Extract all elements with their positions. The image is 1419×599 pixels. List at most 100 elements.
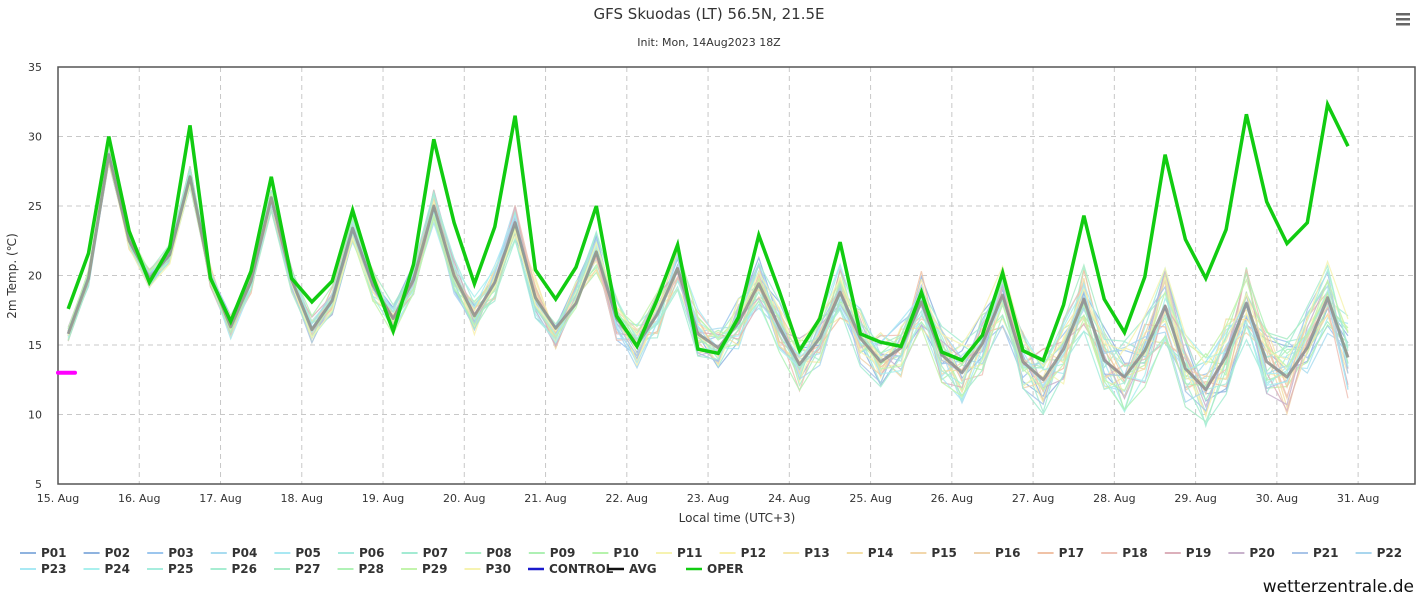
legend-item-control[interactable]: CONTROL	[528, 562, 614, 576]
y-tick-label: 15	[28, 339, 42, 352]
legend-label: P27	[295, 562, 321, 576]
x-tick-label: 29. Aug	[1174, 492, 1216, 505]
y-tick-label: 5	[35, 478, 42, 491]
y-tick-label: 10	[28, 409, 42, 422]
legend-label: P21	[1313, 546, 1339, 560]
legend-label: P09	[550, 546, 576, 560]
legend-item-p10[interactable]: P10	[592, 546, 639, 560]
legend-item-p02[interactable]: P02	[83, 546, 131, 560]
legend-label: P06	[359, 546, 385, 560]
legend-label: CONTROL	[549, 562, 614, 576]
credit-text[interactable]: wetterzentrale.de	[1263, 577, 1414, 597]
legend-item-p14[interactable]: P14	[846, 546, 894, 560]
legend-item-p25[interactable]: P25	[147, 562, 194, 576]
ensemble-member-line	[67, 152, 1349, 412]
legend-item-p06[interactable]: P06	[338, 546, 385, 560]
legend-item-avg[interactable]: AVG	[608, 562, 657, 576]
legend-item-p08[interactable]: P08	[465, 546, 512, 560]
legend-item-p26[interactable]: P26	[210, 562, 258, 576]
legend-item-p30[interactable]: P30	[464, 562, 512, 576]
legend-item-p16[interactable]: P16	[974, 546, 1021, 560]
legend-item-p04[interactable]: P04	[210, 546, 257, 560]
legend-item-p17[interactable]: P17	[1037, 546, 1085, 560]
x-tick-label: 22. Aug	[606, 492, 648, 505]
x-tick-label: 19. Aug	[362, 492, 404, 505]
oper-series-line	[66, 98, 1350, 363]
y-tick-label: 30	[28, 131, 42, 144]
legend-item-p09[interactable]: P09	[528, 546, 576, 560]
legend-item-p24[interactable]: P24	[83, 562, 131, 576]
legend-item-p01[interactable]: P01	[20, 546, 67, 560]
x-tick-label: 15. Aug	[37, 492, 79, 505]
legend-label: P30	[486, 562, 512, 576]
legend-label: P15	[931, 546, 957, 560]
x-axis-title: Local time (UTC+3)	[679, 511, 796, 525]
legend-item-p20[interactable]: P20	[1228, 546, 1275, 560]
legend-item-p21[interactable]: P21	[1292, 546, 1339, 560]
legend-label: P26	[232, 562, 258, 576]
legend-label: P05	[295, 546, 321, 560]
grid-lines	[58, 67, 1415, 484]
y-tick-label: 25	[28, 200, 42, 213]
x-tick-label: 21. Aug	[524, 492, 566, 505]
legend-item-oper[interactable]: OPER	[686, 562, 743, 576]
legend-item-p13[interactable]: P13	[783, 546, 830, 560]
legend-item-p12[interactable]: P12	[719, 546, 767, 560]
hamburger-menu-icon[interactable]	[1393, 10, 1411, 28]
legend-label: P02	[105, 546, 131, 560]
legend-label: P18	[1122, 546, 1148, 560]
x-axis-ticks: 15. Aug 16. Aug 17. Aug 18. Aug 19. Aug 20. A…	[37, 492, 1380, 505]
legend-item-p29[interactable]: P29	[401, 562, 448, 576]
legend-item-p07[interactable]: P07	[401, 546, 449, 560]
x-tick-label: 16. Aug	[118, 492, 160, 505]
legend-item-p23[interactable]: P23	[20, 562, 67, 576]
legend-label: P16	[995, 546, 1021, 560]
x-tick-label: 24. Aug	[768, 492, 810, 505]
legend-label: P25	[168, 562, 194, 576]
legend-label: P07	[423, 546, 449, 560]
legend-label: P22	[1377, 546, 1403, 560]
chart-title: GFS Skuodas (LT) 56.5N, 21.5E	[594, 5, 825, 23]
x-tick-label: 20. Aug	[443, 492, 485, 505]
legend-label: P13	[804, 546, 830, 560]
legend-label: P08	[486, 546, 512, 560]
x-tick-label: 31. Aug	[1337, 492, 1379, 505]
legend: P01 P02 P03 P04 P05 P06 P07 P08 P09 P10 P11 P12 P13 P…	[20, 546, 1402, 576]
legend-item-p19[interactable]: P19	[1164, 546, 1212, 560]
legend-item-p05[interactable]: P05	[274, 546, 321, 560]
x-tick-label: 23. Aug	[687, 492, 729, 505]
x-tick-label: 27. Aug	[1012, 492, 1054, 505]
avg-series-line	[66, 153, 1350, 391]
y-axis-ticks: 5 10 15 20 25 30 35	[28, 61, 42, 491]
legend-item-p28[interactable]: P28	[337, 562, 385, 576]
legend-label: P12	[741, 546, 767, 560]
legend-label: P10	[613, 546, 639, 560]
y-tick-label: 20	[28, 270, 42, 283]
legend-label: P11	[677, 546, 703, 560]
legend-label: P24	[105, 562, 131, 576]
legend-item-p18[interactable]: P18	[1101, 546, 1148, 560]
y-tick-label: 35	[28, 61, 42, 74]
x-tick-label: 30. Aug	[1256, 492, 1298, 505]
legend-item-p22[interactable]: P22	[1355, 546, 1403, 560]
legend-item-p27[interactable]: P27	[274, 562, 321, 576]
ensemble-member-line	[67, 151, 1349, 412]
x-tick-label: 26. Aug	[931, 492, 973, 505]
y-axis-title: 2m Temp. (℃)	[5, 233, 19, 319]
x-tick-label: 18. Aug	[281, 492, 323, 505]
legend-label: AVG	[629, 562, 657, 576]
plot-frame	[57, 66, 1416, 485]
series-lines	[66, 98, 1350, 391]
legend-label: OPER	[707, 562, 743, 576]
legend-item-p03[interactable]: P03	[147, 546, 194, 560]
legend-label: P28	[359, 562, 385, 576]
ensemble-member-line	[67, 152, 1349, 414]
x-tick-label: 17. Aug	[199, 492, 241, 505]
legend-item-p11[interactable]: P11	[656, 546, 703, 560]
legend-label: P20	[1249, 546, 1275, 560]
legend-label: P19	[1186, 546, 1212, 560]
legend-item-p15[interactable]: P15	[910, 546, 957, 560]
x-tick-label: 25. Aug	[849, 492, 891, 505]
x-tick-label: 28. Aug	[1093, 492, 1135, 505]
